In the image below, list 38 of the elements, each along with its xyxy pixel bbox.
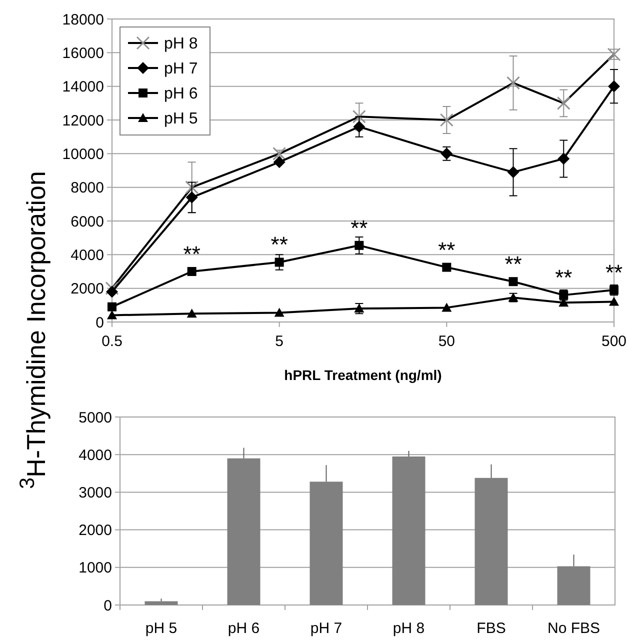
legend-label: pH 8 (164, 36, 198, 53)
legend-label: pH 6 (164, 86, 198, 103)
y-tick-label: 8000 (70, 180, 104, 197)
y-tick-label: 4000 (78, 446, 112, 464)
annotation: ** (438, 237, 456, 262)
x-tick-label: pH 6 (228, 620, 260, 637)
x-tick-label: pH 7 (310, 620, 342, 637)
annotation: ** (605, 260, 623, 286)
x-tick-label: FBS (476, 620, 506, 637)
y-tick-label: 0 (96, 314, 104, 332)
annotation: ** (504, 252, 522, 277)
y-tick-label: 10000 (62, 146, 104, 163)
legend-label: pH 5 (164, 110, 198, 128)
annotation: ** (270, 232, 288, 258)
annotation: ** (183, 242, 201, 266)
x-tick-label: 0.5 (102, 333, 122, 350)
y-tick-label: 5000 (78, 409, 112, 426)
y-tick-label: 4000 (70, 246, 104, 264)
x-tick-label: 500 (601, 333, 627, 350)
x-tick-label: No FBS (547, 620, 600, 637)
annotation: ** (555, 265, 573, 290)
y-tick-label: 18000 (62, 11, 104, 28)
y-tick-label: 3000 (78, 484, 112, 502)
y-tick-label: 2000 (78, 522, 112, 540)
y-tick-label: 1000 (78, 560, 112, 577)
y-tick-label: 14000 (62, 78, 104, 96)
x-tick-label: 50 (438, 333, 456, 350)
y-tick-label: 6000 (70, 213, 104, 230)
y-tick-label: 16000 (62, 44, 104, 62)
y-tick-label: 0 (104, 597, 112, 614)
x-tick-label: pH 8 (392, 620, 425, 637)
x-tick-label: 5 (275, 333, 284, 350)
y-tick-label: 2000 (70, 280, 104, 298)
x-tick-label: pH 5 (145, 620, 178, 637)
y-tick-label: 12000 (62, 112, 104, 130)
x-axis-title: hPRL Treatment (ng/ml) (284, 367, 442, 383)
annotation: ** (350, 215, 368, 240)
legend-label: pH 7 (164, 60, 198, 78)
